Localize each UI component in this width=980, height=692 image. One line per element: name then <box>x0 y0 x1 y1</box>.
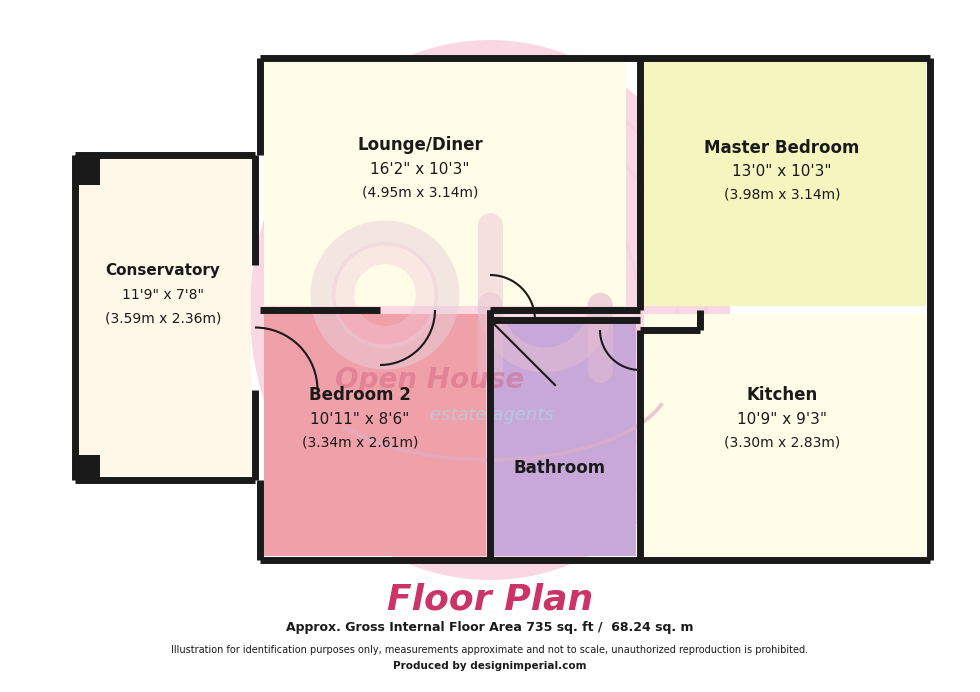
Text: Floor Plan: Floor Plan <box>387 583 593 617</box>
Text: (3.98m x 3.14m): (3.98m x 3.14m) <box>724 188 840 202</box>
Text: Illustration for identification purposes only, measurements approximate and not : Illustration for identification purposes… <box>172 645 808 655</box>
Text: Produced by designimperial.com: Produced by designimperial.com <box>393 661 587 671</box>
Bar <box>644 314 926 556</box>
Text: 16'2" x 10'3": 16'2" x 10'3" <box>370 163 469 178</box>
Ellipse shape <box>250 40 730 580</box>
Bar <box>75 455 100 480</box>
Text: Conservatory: Conservatory <box>106 262 220 277</box>
Bar <box>79 159 251 476</box>
Text: (3.30m x 2.83m): (3.30m x 2.83m) <box>724 436 840 450</box>
Text: estate agents: estate agents <box>430 406 554 424</box>
Bar <box>494 324 636 556</box>
Text: 13'0" x 10'3": 13'0" x 10'3" <box>732 165 832 179</box>
Text: 10'9" x 9'3": 10'9" x 9'3" <box>737 412 827 428</box>
Text: Lounge/Diner: Lounge/Diner <box>357 136 483 154</box>
Text: Master Bedroom: Master Bedroom <box>705 139 859 157</box>
Text: (3.59m x 2.36m): (3.59m x 2.36m) <box>105 311 221 325</box>
Text: 11'9" x 7'8": 11'9" x 7'8" <box>122 288 204 302</box>
Bar <box>264 62 626 306</box>
Bar <box>264 314 486 556</box>
Text: Approx. Gross Internal Floor Area 735 sq. ft /  68.24 sq. m: Approx. Gross Internal Floor Area 735 sq… <box>286 621 694 635</box>
Bar <box>644 62 926 306</box>
Bar <box>75 155 100 185</box>
Text: Open House: Open House <box>335 366 524 394</box>
Text: Bathroom: Bathroom <box>514 459 606 477</box>
Text: (4.95m x 3.14m): (4.95m x 3.14m) <box>362 186 478 200</box>
Text: (3.34m x 2.61m): (3.34m x 2.61m) <box>302 436 418 450</box>
Text: Kitchen: Kitchen <box>747 386 817 404</box>
Text: 10'11" x 8'6": 10'11" x 8'6" <box>311 412 410 428</box>
Text: Bedroom 2: Bedroom 2 <box>309 386 411 404</box>
